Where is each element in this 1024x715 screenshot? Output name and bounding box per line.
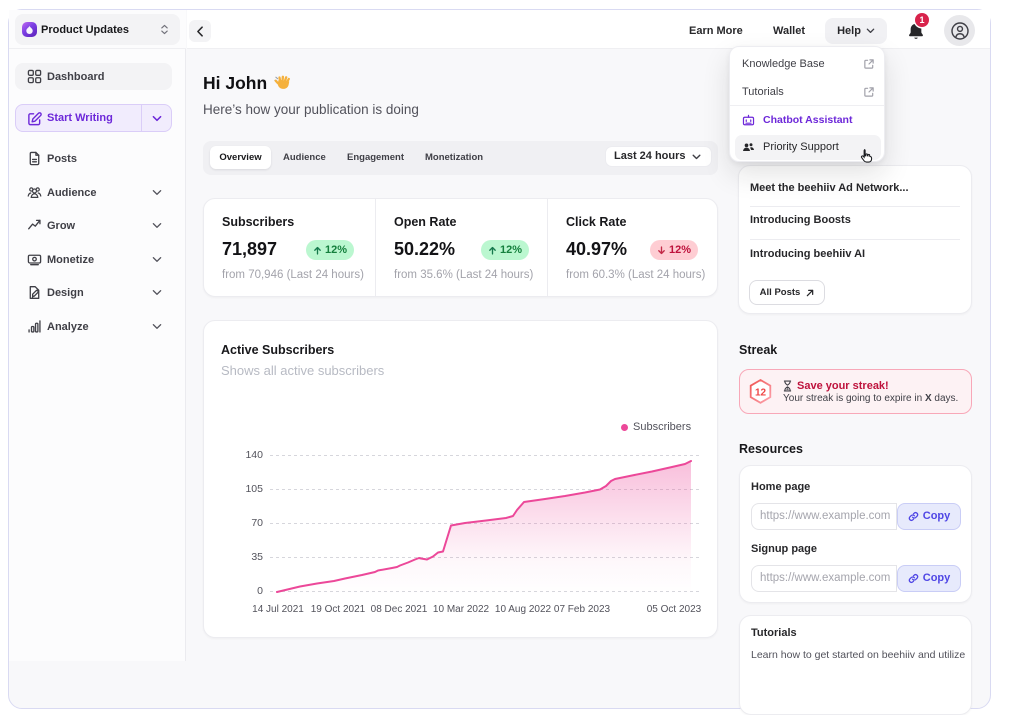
svg-text:12: 12	[755, 388, 767, 399]
